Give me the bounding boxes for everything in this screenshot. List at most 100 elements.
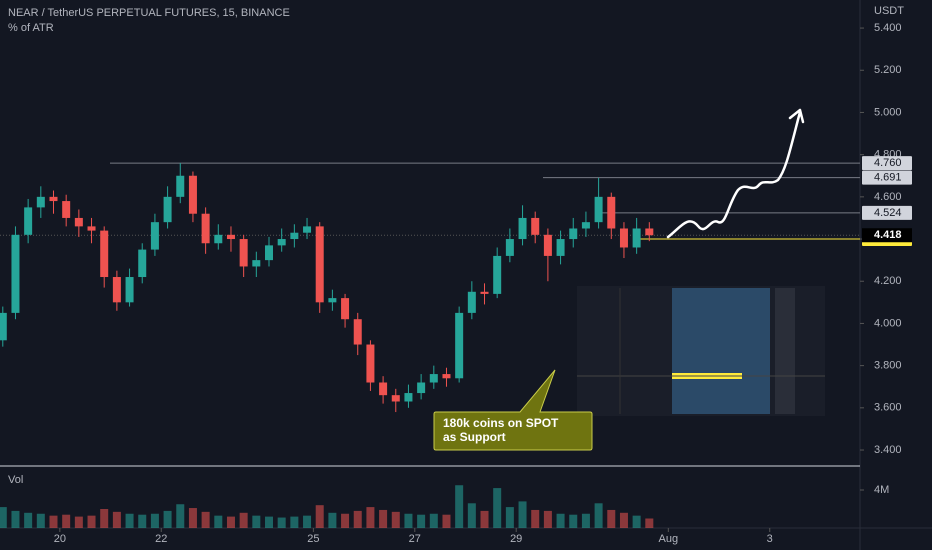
x-tick-label: 3 bbox=[767, 533, 773, 545]
volume-bar bbox=[239, 512, 248, 528]
inset-scroll bbox=[775, 288, 795, 414]
level-label-box bbox=[862, 170, 912, 185]
volume-bar bbox=[315, 505, 324, 528]
candle-body bbox=[265, 245, 274, 261]
y-tick-label: 5.400 bbox=[874, 22, 902, 34]
last-price-box bbox=[862, 228, 912, 243]
x-tick-label: Aug bbox=[659, 533, 679, 545]
candle-body bbox=[303, 226, 312, 233]
volume-bar bbox=[277, 517, 286, 528]
candle-body bbox=[353, 319, 362, 345]
volume-bar bbox=[442, 514, 451, 528]
volume-bar bbox=[417, 514, 426, 528]
drawn-arrow bbox=[666, 108, 805, 239]
volume-bar bbox=[36, 513, 45, 528]
candle-body bbox=[11, 234, 20, 313]
volume-bar bbox=[569, 514, 578, 528]
candle-body bbox=[594, 196, 603, 223]
level-label-box bbox=[862, 205, 912, 220]
volume-bar bbox=[11, 510, 20, 528]
y-tick-label: 5.000 bbox=[874, 106, 902, 118]
candle-body bbox=[163, 196, 172, 223]
volume-bar bbox=[74, 516, 83, 528]
candle-body bbox=[556, 239, 565, 256]
volume-bar bbox=[0, 507, 7, 528]
candle-body bbox=[74, 217, 83, 227]
candle-body bbox=[0, 312, 7, 341]
volume-bar bbox=[201, 511, 210, 528]
volume-bar bbox=[493, 488, 502, 528]
volume-bar bbox=[341, 513, 350, 528]
candle-body bbox=[277, 239, 286, 246]
volume-bar bbox=[252, 515, 261, 528]
candle-body bbox=[543, 234, 552, 256]
chart-title: NEAR / TetherUS PERPETUAL FUTURES, 15, B… bbox=[8, 7, 290, 19]
candle-body bbox=[226, 234, 235, 240]
y-axis-label: USDT bbox=[874, 5, 904, 17]
candle-body bbox=[188, 175, 197, 214]
volume-bar bbox=[366, 507, 375, 528]
volume-bar bbox=[138, 514, 147, 528]
last-price-label: 4.418 bbox=[874, 229, 902, 241]
candle-body bbox=[125, 277, 134, 303]
order-book-inset bbox=[577, 286, 825, 416]
candle-body bbox=[493, 255, 502, 294]
candle-body bbox=[480, 291, 489, 294]
candle-body bbox=[417, 382, 426, 394]
candle-body bbox=[518, 217, 527, 240]
volume-bar bbox=[543, 510, 552, 528]
volume-bar bbox=[518, 501, 527, 528]
x-tick-label: 20 bbox=[54, 533, 66, 545]
candle-body bbox=[645, 228, 654, 236]
candle-body bbox=[252, 260, 261, 267]
candle-body bbox=[214, 234, 223, 244]
volume-bar bbox=[290, 516, 299, 528]
candle-body bbox=[366, 344, 375, 383]
candle-body bbox=[138, 249, 147, 278]
annotation-callout bbox=[433, 369, 593, 451]
x-tick-label: 22 bbox=[155, 533, 167, 545]
candle-body bbox=[36, 196, 45, 208]
volume-bar bbox=[24, 512, 33, 528]
volume-bar bbox=[328, 512, 337, 528]
volume-bar bbox=[87, 515, 96, 528]
y-tick-label: 3.600 bbox=[874, 402, 902, 414]
volume-bar bbox=[150, 513, 159, 528]
volume-bar bbox=[163, 510, 172, 528]
volume-bar bbox=[556, 513, 565, 528]
volume-bar bbox=[455, 485, 464, 528]
volume-label: Vol bbox=[8, 474, 23, 486]
volume-bar bbox=[353, 510, 362, 528]
volume-bar bbox=[594, 503, 603, 528]
level-label: 4.760 bbox=[874, 157, 902, 169]
candle-body bbox=[239, 239, 248, 267]
volume-bar bbox=[404, 513, 413, 528]
x-tick-label: 29 bbox=[510, 533, 522, 545]
y-tick-label: 4.600 bbox=[874, 191, 902, 203]
volume-bar bbox=[214, 515, 223, 528]
candle-body bbox=[581, 222, 590, 229]
candle-body bbox=[112, 277, 121, 303]
candle-body bbox=[379, 382, 388, 396]
candle-body bbox=[391, 395, 400, 402]
volume-bar bbox=[226, 516, 235, 528]
volume-tick-label: 4M bbox=[874, 484, 889, 496]
volume-bar bbox=[265, 516, 274, 528]
candle-body bbox=[290, 232, 299, 240]
x-tick-label: 27 bbox=[409, 533, 421, 545]
volume-bar bbox=[480, 510, 489, 528]
volume-bar bbox=[619, 512, 628, 528]
level-label: 4.691 bbox=[874, 172, 902, 184]
level-label: 4.524 bbox=[874, 207, 902, 219]
volume-bar bbox=[62, 514, 71, 528]
y-tick-label: 3.400 bbox=[874, 444, 902, 456]
volume-bar bbox=[188, 508, 197, 528]
candle-body bbox=[100, 230, 109, 278]
volume-bar bbox=[645, 518, 654, 528]
candle-body bbox=[607, 196, 616, 229]
candle-body bbox=[176, 175, 185, 197]
candle-body bbox=[150, 222, 159, 250]
candle-body bbox=[569, 228, 578, 240]
